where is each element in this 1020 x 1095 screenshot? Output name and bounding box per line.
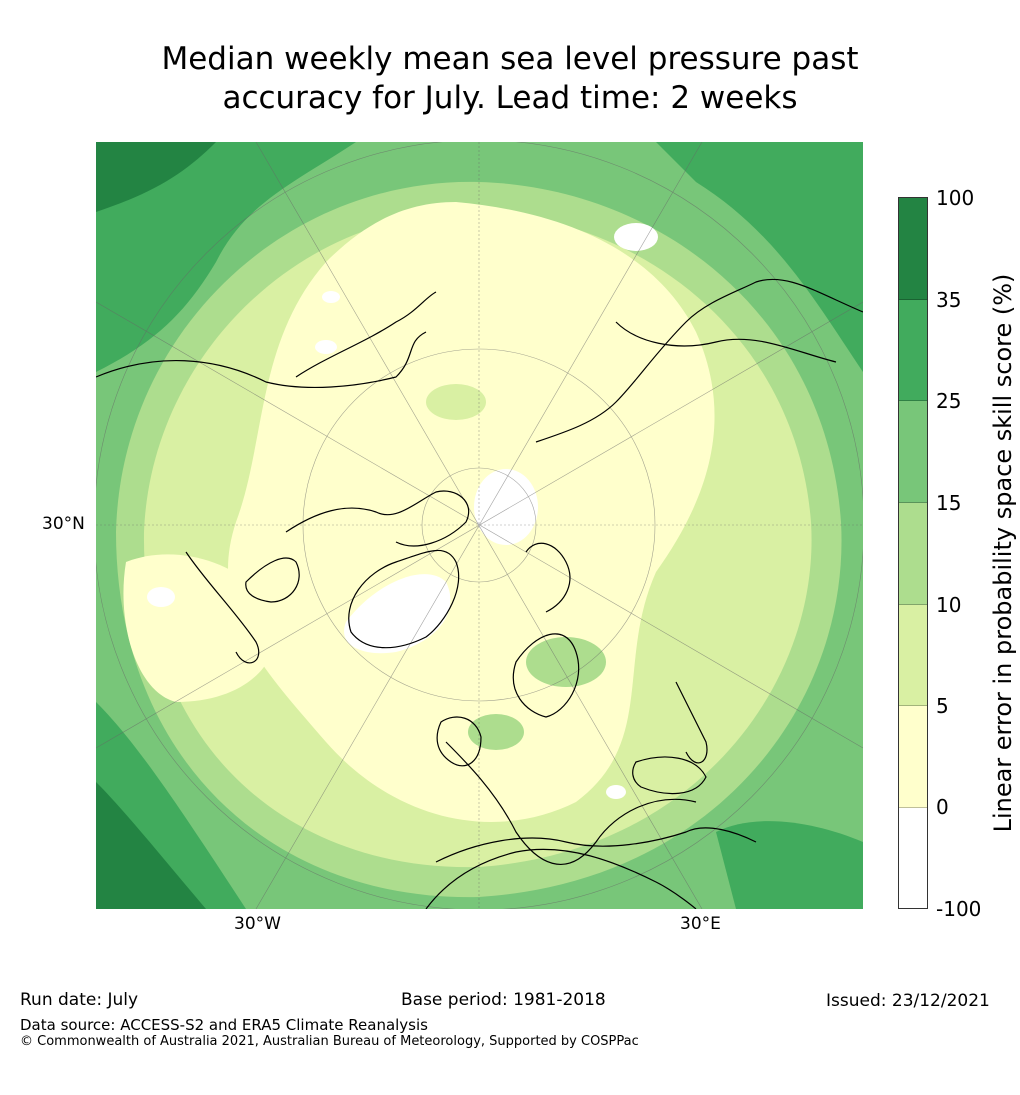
colorbar-segment-0-5 [899,706,927,808]
colorbar-tick-35: 35 [936,288,962,312]
coast-alaska [295,291,437,378]
patch-small-1 [322,291,340,303]
colorbar-tick-0: 0 [936,795,949,819]
colorbar-segment-5-10 [899,605,927,706]
patch-green-3 [426,384,486,420]
region-sw-darkest [96,782,206,909]
polar-map [96,142,863,909]
patch-small-2 [315,340,337,354]
colorbar-segment-15-25 [899,401,927,503]
colorbar-segment-35-100 [899,198,927,300]
coast-hudson [245,557,300,603]
colorbar-tick-100: 100 [936,186,975,210]
run-date: Run date: July [20,990,139,1010]
coast-asia-east [615,321,837,363]
title-line-1: Median weekly mean sea level pressure pa… [161,41,859,77]
base-period: Base period: 1981-2018 [401,990,606,1010]
label-lat-30n: 30°N [42,514,85,534]
colorbar-tick-10: 10 [936,593,962,617]
region-se-dark [716,821,863,909]
patch-west [147,587,175,607]
coast-north-america-east [185,551,260,664]
patch-green-2 [468,714,524,750]
coast-siberia [535,278,863,443]
coast-uk [436,716,482,767]
patch-greenland [344,574,451,654]
coast-europe-south [435,827,757,863]
colorbar-tick-25: 25 [936,389,962,413]
colorbar-tick-neg100: -100 [936,897,982,921]
coast-africa [425,848,697,909]
coast-scandinavia [512,633,580,718]
patch-green-1 [526,637,606,687]
colorbar-segment-neg100-0 [899,808,927,908]
coast-north-america [96,331,427,389]
colorbar-tick-5: 5 [936,694,949,718]
colorbar-segment-25-35 [899,300,927,401]
patch-small-3 [606,785,626,799]
coast-arctic-canada [285,490,470,547]
colorbar-tick-15: 15 [936,491,962,515]
region-nw-dark [96,142,356,372]
colorbar-label: Linear error in probability space skill … [989,273,1017,833]
title-line-2: accuracy for July. Lead time: 2 weeks [222,80,798,116]
region-nw-darkest [96,142,216,212]
patch-north [614,223,658,251]
colorbar-segment-10-15 [899,503,927,605]
label-lon-30e: 30°E [680,914,721,934]
coastlines [96,278,863,909]
data-source: Data source: ACCESS-S2 and ERA5 Climate … [20,1016,428,1034]
coast-caspian [675,681,708,764]
map-title: Median weekly mean sea level pressure pa… [0,40,1020,118]
graticule [96,142,863,909]
coast-baltic [525,542,571,613]
copyright: © Commonwealth of Australia 2021, Austra… [20,1034,639,1049]
colorbar [898,197,928,909]
issued-date: Issued: 23/12/2021 [826,991,990,1011]
label-lon-30w: 30°W [234,914,281,934]
coast-europe [445,741,697,865]
coast-black-sea [632,756,707,795]
region-ne-dark [656,142,863,372]
coast-greenland [348,549,460,649]
